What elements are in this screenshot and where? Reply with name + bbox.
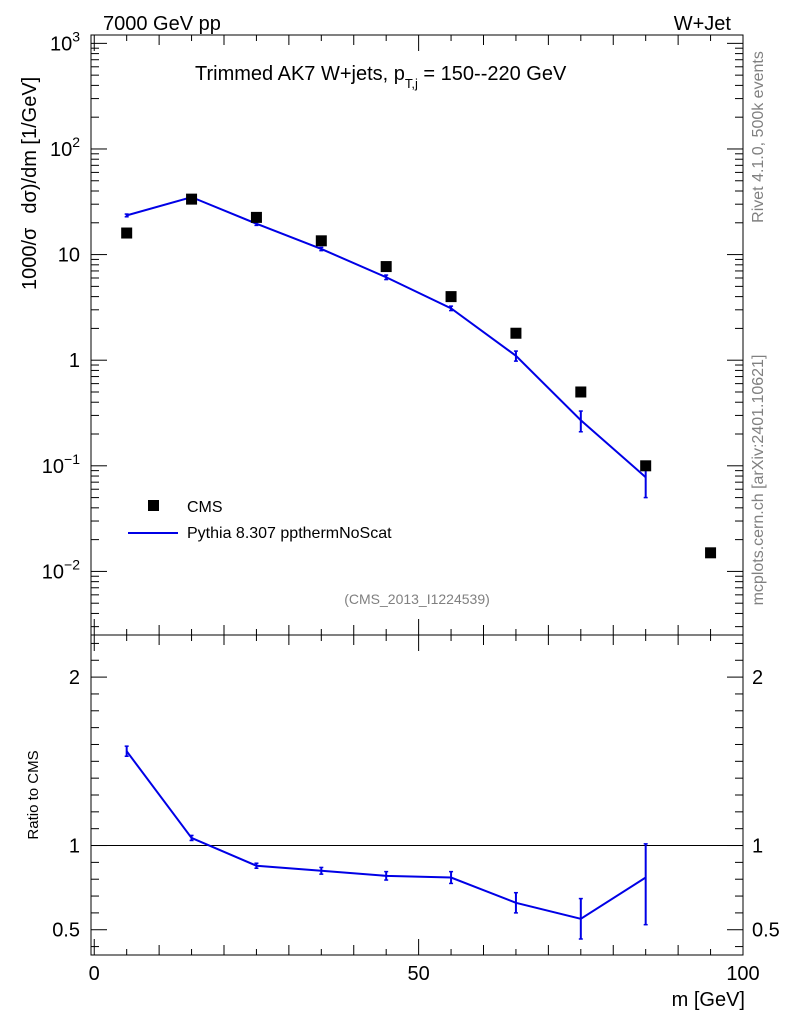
legend: CMS Pythia 8.307 ppthermNoScat xyxy=(128,499,392,542)
ratio-y-tick-label-left: 0.5 xyxy=(52,920,80,942)
main-axis-ticks xyxy=(91,35,744,635)
cms-data-point xyxy=(705,547,717,559)
main-y-axis-label-prefix: 1000/σ xyxy=(19,227,41,290)
legend-cms-label: CMS xyxy=(187,499,223,516)
cms-data-point xyxy=(575,386,587,398)
main-cms-series xyxy=(121,193,717,559)
cms-data-point xyxy=(121,227,133,239)
header-left-label: 7000 GeV pp xyxy=(103,13,221,35)
main-y-tick-label: 103 xyxy=(50,28,80,55)
main-y-tick-label: 10−2 xyxy=(42,556,80,583)
main-y-tick-label: 10 xyxy=(58,245,80,267)
ratio-x-tick-labels: 0 50 100 xyxy=(89,963,760,985)
x-tick-label: 100 xyxy=(726,963,759,985)
main-title-text: Trimmed AK7 W+jets, p xyxy=(195,63,405,85)
side-mcplots-label: mcplots.cern.ch [arXiv:2401.10621] xyxy=(750,355,767,606)
ratio-y-tick-label-left: 2 xyxy=(69,667,80,689)
main-panel-frame xyxy=(90,34,744,636)
cms-data-point xyxy=(445,291,457,303)
ratio-y-tick-labels: 0.5 0.5 1 1 2 2 xyxy=(52,667,780,942)
main-y-tick-label: 1 xyxy=(69,350,80,372)
ratio-y-tick-label-right: 1 xyxy=(752,836,763,858)
main-title-tail: = 150--220 GeV xyxy=(418,63,567,85)
main-title: Trimmed AK7 W+jets, pT,j = 150--220 GeV xyxy=(195,63,567,91)
main-y-axis-label-main: dσ)/dm [1/GeV] xyxy=(19,77,41,214)
ratio-mc-series xyxy=(124,745,648,940)
legend-mc-label: Pythia 8.307 ppthermNoScat xyxy=(187,525,392,542)
ratio-axis-ticks xyxy=(91,635,744,955)
x-tick-label: 0 xyxy=(89,963,100,985)
legend-cms-marker xyxy=(148,500,159,511)
ratio-y-tick-label-left: 1 xyxy=(69,836,80,858)
cms-data-point xyxy=(380,261,392,273)
main-title-subscript: T,j xyxy=(405,76,418,91)
header-right-label: W+Jet xyxy=(674,13,732,35)
cms-data-point xyxy=(510,327,522,339)
side-rivet-label: Rivet 4.1.0, 500k events xyxy=(750,51,767,223)
main-y-tick-label: 10−1 xyxy=(42,451,80,478)
ratio-y-axis-label: Ratio to CMS xyxy=(25,750,42,839)
main-y-axis-label: 1000/σ dσ)/dm [1/GeV] xyxy=(19,77,41,290)
cms-data-point xyxy=(250,211,262,223)
cms-data-point xyxy=(640,460,652,472)
main-mc-series xyxy=(124,195,648,499)
x-tick-label: 50 xyxy=(407,963,429,985)
ratio-mc-line xyxy=(125,750,647,920)
main-mc-line xyxy=(126,196,647,478)
reference-label: (CMS_2013_I1224539) xyxy=(344,591,490,607)
cms-data-point xyxy=(315,235,327,247)
ratio-y-tick-label-right: 2 xyxy=(752,667,763,689)
cms-data-point xyxy=(186,193,198,205)
main-y-tick-label: 102 xyxy=(50,134,80,161)
x-axis-label: m [GeV] xyxy=(672,989,745,1011)
ratio-y-tick-label-right: 0.5 xyxy=(752,920,780,942)
